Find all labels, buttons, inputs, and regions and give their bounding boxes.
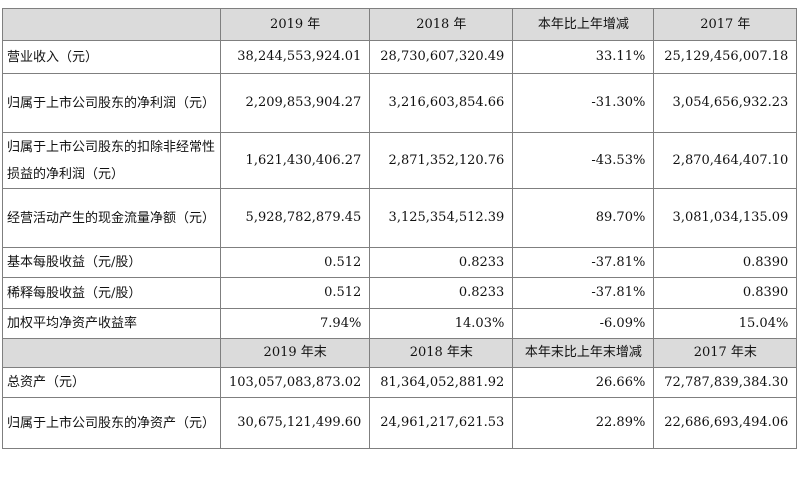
table-row: 经营活动产生的现金流量净额（元） 5,928,782,879.45 3,125,… <box>2 188 798 248</box>
table-row: 归属于上市公司股东的净利润（元） 2,209,853,904.27 3,216,… <box>2 73 798 133</box>
subheader-2018-end: 2018 年末 <box>369 338 514 368</box>
table-header-row: 2019 年 2018 年 本年比上年增减 2017 年 <box>2 8 798 41</box>
cell-2019: 7.94% <box>219 308 371 339</box>
row-label: 总资产（元） <box>2 367 221 398</box>
financial-table: 2019 年 2018 年 本年比上年增减 2017 年 营业收入（元） 38,… <box>2 8 798 449</box>
cell-2017: 22,686,693,494.06 <box>653 397 798 449</box>
cell-2018: 24,961,217,621.53 <box>369 397 514 449</box>
table-row: 归属于上市公司股东的净资产（元） 30,675,121,499.60 24,96… <box>2 397 798 449</box>
cell-change: -37.81% <box>512 277 655 309</box>
table-row: 基本每股收益（元/股） 0.512 0.8233 -37.81% 0.8390 <box>2 247 798 278</box>
cell-2019: 5,928,782,879.45 <box>219 188 371 248</box>
cell-change: -37.81% <box>512 247 655 278</box>
cell-2017: 2,870,464,407.10 <box>653 132 798 189</box>
header-2018: 2018 年 <box>369 8 514 41</box>
financial-summary: 2019 年 2018 年 本年比上年增减 2017 年 营业收入（元） 38,… <box>2 8 798 449</box>
cell-change: 22.89% <box>512 397 655 449</box>
cell-2017: 0.8390 <box>653 247 798 278</box>
header-2019: 2019 年 <box>219 8 371 41</box>
cell-2018: 0.8233 <box>369 247 514 278</box>
cell-2019: 38,244,553,924.01 <box>219 40 371 74</box>
row-label: 基本每股收益（元/股） <box>2 247 221 278</box>
subheader-blank-cell <box>2 338 221 368</box>
cell-2018: 28,730,607,320.49 <box>369 40 514 74</box>
table-row: 总资产（元） 103,057,083,873.02 81,364,052,881… <box>2 367 798 398</box>
subheader-2019-end: 2019 年末 <box>219 338 371 368</box>
cell-2018: 3,125,354,512.39 <box>369 188 514 248</box>
table-row: 加权平均净资产收益率 7.94% 14.03% -6.09% 15.04% <box>2 308 798 339</box>
cell-2018: 14.03% <box>369 308 514 339</box>
cell-2018: 2,871,352,120.76 <box>369 132 514 189</box>
cell-2018: 0.8233 <box>369 277 514 309</box>
cell-2019: 1,621,430,406.27 <box>219 132 371 189</box>
subheader-2017-end: 2017 年末 <box>653 338 798 368</box>
row-label: 稀释每股收益（元/股） <box>2 277 221 309</box>
cell-change: 89.70% <box>512 188 655 248</box>
cell-2017: 72,787,839,384.30 <box>653 367 798 398</box>
cell-2017: 15.04% <box>653 308 798 339</box>
cell-2017: 3,081,034,135.09 <box>653 188 798 248</box>
cell-2017: 25,129,456,007.18 <box>653 40 798 74</box>
table-row: 稀释每股收益（元/股） 0.512 0.8233 -37.81% 0.8390 <box>2 277 798 309</box>
cell-change: -43.53% <box>512 132 655 189</box>
cell-change: -31.30% <box>512 73 655 133</box>
row-label: 加权平均净资产收益率 <box>2 308 221 339</box>
cell-2017: 0.8390 <box>653 277 798 309</box>
row-label: 经营活动产生的现金流量净额（元） <box>2 188 221 248</box>
cell-2018: 81,364,052,881.92 <box>369 367 514 398</box>
cell-2019: 103,057,083,873.02 <box>219 367 371 398</box>
table-subheader-row: 2019 年末 2018 年末 本年末比上年末增减 2017 年末 <box>2 338 798 368</box>
row-label: 归属于上市公司股东的净资产（元） <box>2 397 221 449</box>
header-blank-cell <box>2 8 221 41</box>
cell-change: -6.09% <box>512 308 655 339</box>
cell-2019: 0.512 <box>219 277 371 309</box>
row-label: 归属于上市公司股东的扣除非经常性损益的净利润（元） <box>2 132 221 189</box>
table-row: 营业收入（元） 38,244,553,924.01 28,730,607,320… <box>2 40 798 74</box>
cell-2018: 3,216,603,854.66 <box>369 73 514 133</box>
cell-2019: 2,209,853,904.27 <box>219 73 371 133</box>
subheader-change: 本年末比上年末增减 <box>512 338 655 368</box>
table-row: 归属于上市公司股东的扣除非经常性损益的净利润（元） 1,621,430,406.… <box>2 132 798 189</box>
cell-2017: 3,054,656,932.23 <box>653 73 798 133</box>
cell-2019: 0.512 <box>219 247 371 278</box>
row-label: 营业收入（元） <box>2 40 221 74</box>
cell-change: 33.11% <box>512 40 655 74</box>
cell-change: 26.66% <box>512 367 655 398</box>
cell-2019: 30,675,121,499.60 <box>219 397 371 449</box>
row-label: 归属于上市公司股东的净利润（元） <box>2 73 221 133</box>
header-2017: 2017 年 <box>653 8 798 41</box>
header-change: 本年比上年增减 <box>512 8 655 41</box>
